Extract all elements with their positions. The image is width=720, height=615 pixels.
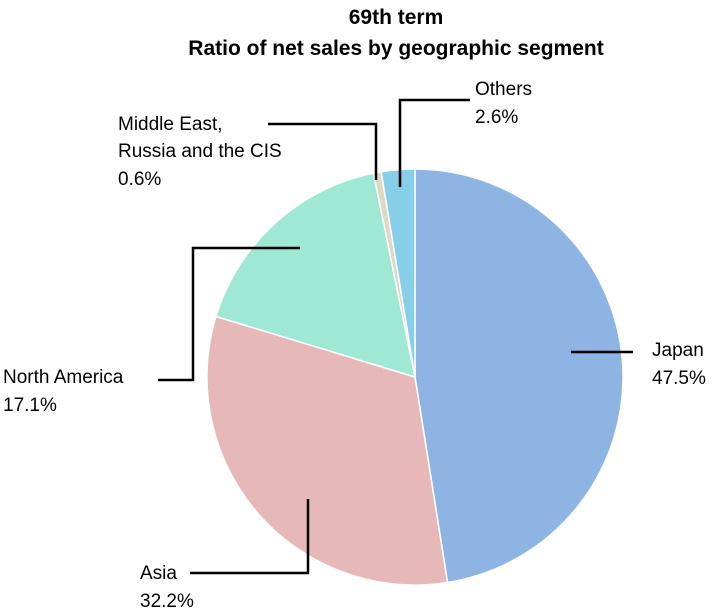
slice-name-label: Others <box>475 79 532 100</box>
leader-lines <box>158 98 633 575</box>
slice-name-label: Asia <box>140 563 177 584</box>
pie-slice-others <box>380 168 416 378</box>
pie-slices <box>206 168 624 586</box>
chart-title: 69th term <box>349 6 444 29</box>
slice-name-label: Russia and the CIS <box>118 141 282 162</box>
slice-value-label: 32.2% <box>140 591 194 612</box>
slice-label-japan: Japan 47.5% <box>652 340 706 389</box>
slice-value-label: 0.6% <box>118 169 161 190</box>
leader-line-north-america <box>158 246 300 382</box>
slice-value-label: 47.5% <box>652 368 706 389</box>
slice-name-label: Middle East, <box>118 114 223 135</box>
leader-line-asia <box>190 499 310 575</box>
slice-label-middle-east-russia-and-the-cis: Middle East, Russia and the CIS 0.6% <box>118 114 282 190</box>
slice-label-others: Others 2.6% <box>475 79 532 128</box>
slice-label-asia: Asia 32.2% <box>140 563 194 612</box>
slice-value-label: 2.6% <box>475 107 518 128</box>
slice-name-label: Japan <box>652 340 704 361</box>
leader-line-middle-east-russia-and-the-cis <box>268 122 378 180</box>
pie-slice-asia <box>206 315 449 586</box>
pie-slice-japan <box>414 168 624 584</box>
chart-subtitle: Ratio of net sales by geographic segment <box>188 37 603 60</box>
leader-line-others <box>398 98 470 187</box>
slice-value-label: 17.1% <box>3 395 57 416</box>
slice-labels: Japan 47.5% Asia 32.2% North America 17.1% Mid… <box>3 79 706 612</box>
slice-label-north-america: North America 17.1% <box>3 367 124 416</box>
pie-slice-north-america <box>215 172 416 379</box>
slice-name-label: North America <box>3 367 124 388</box>
